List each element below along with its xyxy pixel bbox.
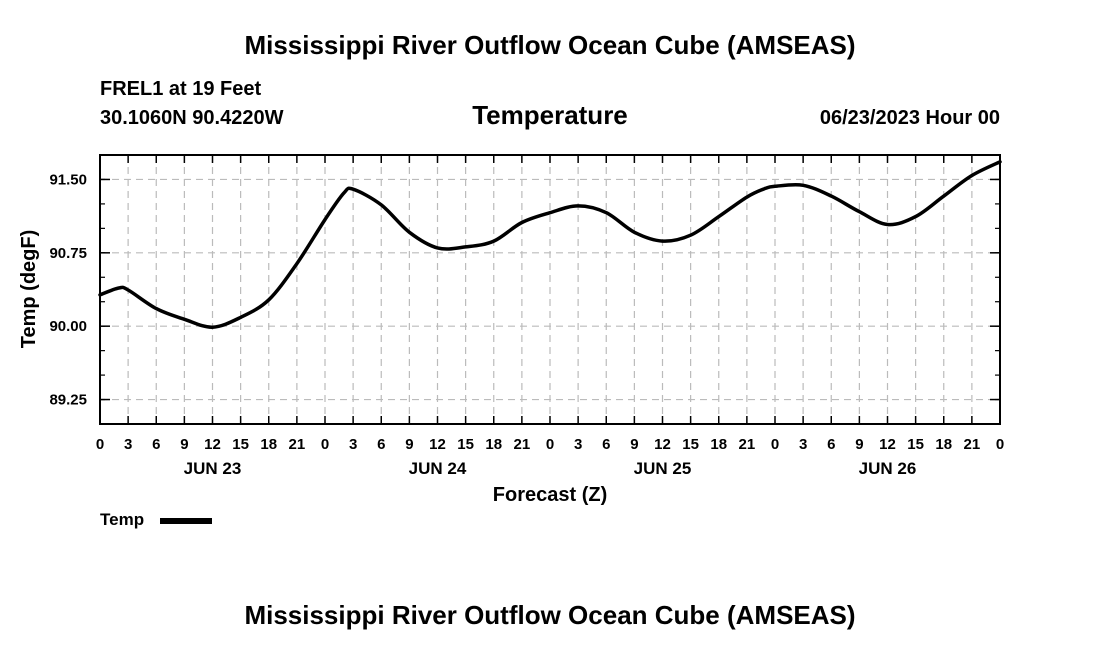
main-title: Mississippi River Outflow Ocean Cube (AM… [244, 30, 855, 60]
y-tick-label: 90.75 [49, 245, 87, 262]
x-tick-label: 3 [124, 436, 132, 453]
x-tick-label: 21 [739, 436, 756, 453]
x-tick-label: 0 [996, 436, 1004, 453]
bottom-title: Mississippi River Outflow Ocean Cube (AM… [244, 600, 855, 630]
x-tick-label: 9 [630, 436, 638, 453]
y-tick-label: 91.50 [49, 171, 87, 188]
day-label: JUN 25 [634, 459, 692, 478]
x-tick-label: 12 [204, 436, 221, 453]
x-tick-label: 0 [546, 436, 554, 453]
x-tick-label: 9 [405, 436, 413, 453]
x-tick-label: 3 [574, 436, 582, 453]
x-tick-label: 6 [377, 436, 385, 453]
day-label: JUN 26 [859, 459, 917, 478]
grid-lines [100, 155, 1000, 424]
x-tick-label: 18 [485, 436, 502, 453]
day-label: JUN 24 [409, 459, 467, 478]
x-tick-label: 18 [935, 436, 952, 453]
x-tick-label: 6 [152, 436, 160, 453]
plot-frame [99, 154, 1001, 425]
x-tick-label: 21 [289, 436, 306, 453]
x-tick-label: 6 [602, 436, 610, 453]
x-tick-label: 0 [771, 436, 779, 453]
coordinates-label: 30.1060N 90.4220W [100, 107, 284, 129]
x-tick-label: 15 [232, 436, 249, 453]
x-tick-label: 12 [429, 436, 446, 453]
x-tick-label: 18 [710, 436, 727, 453]
x-tick-label: 12 [654, 436, 671, 453]
x-tick-label: 3 [799, 436, 807, 453]
legend-label: Temp [100, 510, 144, 529]
x-axis-title: Forecast (Z) [493, 484, 607, 506]
forecast-date-label: 06/23/2023 Hour 00 [820, 107, 1000, 129]
x-tick-label: 15 [907, 436, 924, 453]
x-tick-label: 6 [827, 436, 835, 453]
x-tick-label: 9 [855, 436, 863, 453]
y-tick-label: 89.25 [49, 392, 87, 409]
x-tick-label: 0 [321, 436, 329, 453]
x-tick-label: 0 [96, 436, 104, 453]
tick-labels: 0 3 6 9 12 15 18 21 0 3 6 9 12 15 18 21 0 3 6 9 12 15 18 21 0 3 6 9… [49, 171, 1004, 478]
y-axis-title: Temp (degF) [18, 230, 40, 349]
x-tick-label: 21 [514, 436, 531, 453]
x-tick-label: 12 [879, 436, 896, 453]
day-label: JUN 23 [184, 459, 242, 478]
x-tick-label: 9 [180, 436, 188, 453]
station-label: FREL1 at 19 Feet [100, 78, 262, 100]
x-tick-label: 15 [457, 436, 474, 453]
x-tick-label: 18 [260, 436, 277, 453]
x-tick-label: 21 [964, 436, 981, 453]
y-tick-label: 90.00 [49, 318, 87, 335]
temp-series-line [98, 160, 1002, 329]
x-tick-label: 15 [682, 436, 699, 453]
chart-title: Temperature [472, 100, 628, 130]
x-tick-label: 3 [349, 436, 357, 453]
